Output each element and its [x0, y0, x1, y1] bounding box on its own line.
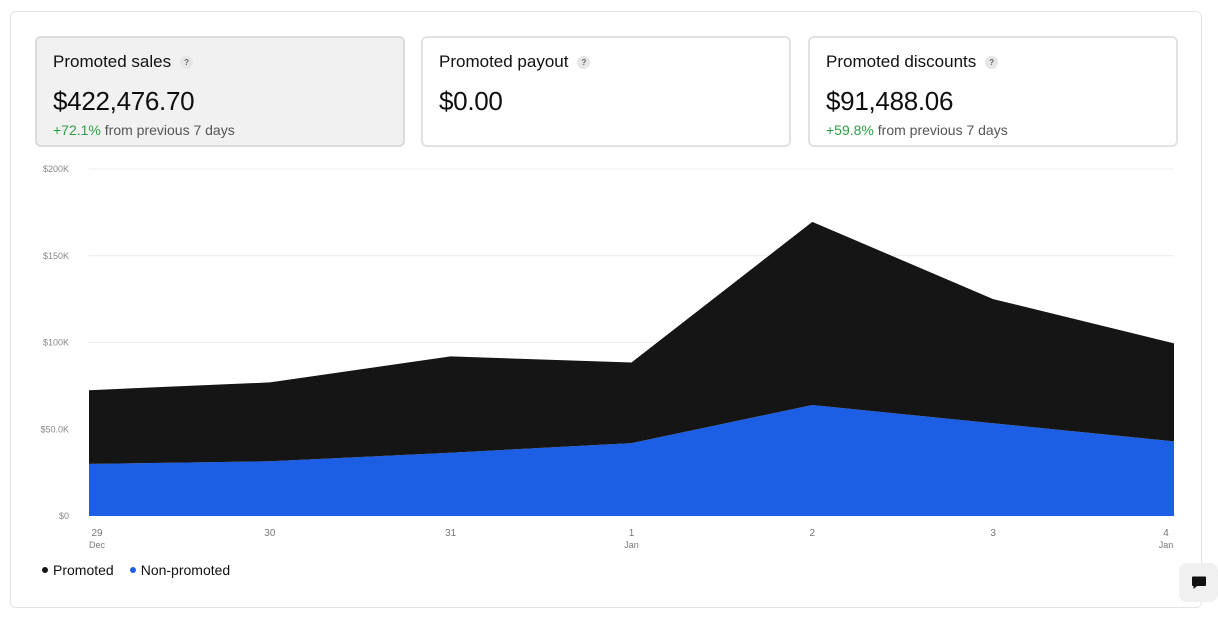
card-title-row: Promoted payout ?: [439, 52, 773, 72]
chart-legend: Promoted Non-promoted: [42, 562, 246, 578]
card-title: Promoted sales: [53, 52, 172, 71]
card-value: $422,476.70: [53, 86, 195, 116]
legend-dot-non-promoted: [129, 567, 136, 573]
card-change: [439, 122, 773, 140]
card-promoted-discounts[interactable]: Promoted discounts ? $91,488.06 +59.8% f…: [808, 36, 1178, 147]
chat-button[interactable]: [1179, 563, 1218, 602]
card-title-row: Promoted discounts ?: [826, 52, 1160, 72]
card-value: $0.00: [439, 86, 503, 116]
card-change: +59.8% from previous 7 days: [826, 122, 1160, 140]
legend-label: Non-promoted: [140, 562, 231, 578]
card-title: Promoted payout: [439, 52, 569, 71]
change-text: from previous 7 days: [104, 122, 235, 138]
change-percent: +59.8%: [826, 122, 874, 138]
card-title-row: Promoted sales ?: [53, 52, 387, 72]
legend-item-promoted[interactable]: Promoted: [42, 562, 114, 578]
legend-item-non-promoted[interactable]: Non-promoted: [129, 562, 231, 578]
card-promoted-payout[interactable]: Promoted payout ? $0.00: [421, 36, 791, 147]
help-icon[interactable]: ?: [180, 55, 194, 69]
change-text: from previous 7 days: [877, 122, 1008, 138]
help-icon[interactable]: ?: [985, 55, 999, 69]
help-icon[interactable]: ?: [577, 55, 591, 69]
change-percent: +72.1%: [53, 122, 101, 138]
legend-label: Promoted: [53, 562, 114, 578]
card-promoted-sales[interactable]: Promoted sales ? $422,476.70 +72.1% from…: [35, 36, 405, 147]
card-title: Promoted discounts: [826, 52, 977, 71]
card-value: $91,488.06: [826, 86, 954, 116]
chat-icon: [1191, 576, 1206, 589]
legend-dot-promoted: [42, 567, 48, 573]
card-change: +72.1% from previous 7 days: [53, 122, 387, 140]
summary-cards: Promoted sales ? $422,476.70 +72.1% from…: [35, 36, 1178, 147]
